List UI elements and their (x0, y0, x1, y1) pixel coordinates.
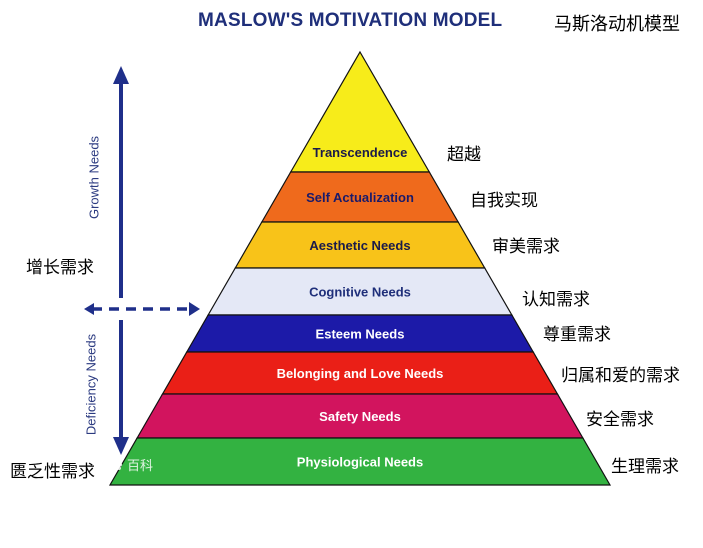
diagram-title-cn: 马斯洛动机模型 (554, 14, 680, 35)
level-label-self-actualization: Self Actualization (306, 190, 414, 205)
level-band-physiological (108, 437, 612, 486)
paw-icon: ✿ (112, 459, 123, 474)
level-label-esteem: Esteem Needs (316, 327, 405, 342)
level-label-cn-self-actualization: 自我实现 (470, 191, 538, 211)
deficiency-arrow-head-icon (113, 437, 129, 455)
level-label-cn-safety: 安全需求 (586, 410, 654, 430)
deficiency-needs-label: Deficiency Needs (83, 333, 99, 436)
level-label-cn-esteem: 尊重需求 (543, 325, 611, 345)
diagram-title: MASLOW'S MOTIVATION MODEL (198, 10, 503, 31)
growth-arrow-head-icon (113, 66, 129, 84)
growth-needs-label: Growth Needs (86, 135, 102, 220)
level-label-cn-belonging: 归属和爱的需求 (561, 366, 680, 386)
level-label-belonging: Belonging and Love Needs (277, 366, 444, 381)
level-label-cn-transcendence: 超越 (447, 145, 481, 165)
level-label-safety: Safety Needs (319, 409, 401, 424)
level-label-transcendence: Transcendence (313, 145, 408, 160)
watermark: ✿ 百科 (112, 455, 153, 474)
level-label-cn-physiological: 生理需求 (611, 457, 679, 477)
watermark-text: 百科 (127, 459, 154, 474)
level-label-cognitive: Cognitive Needs (309, 285, 411, 300)
level-label-cn-aesthetic: 审美需求 (492, 237, 560, 257)
level-label-cn-cognitive: 认知需求 (522, 290, 590, 310)
deficiency-needs-label-cn: 匮乏性需求 (10, 462, 95, 482)
divider-arrow-right-icon (189, 302, 200, 316)
divider-arrow-left-icon (84, 303, 94, 315)
level-label-aesthetic: Aesthetic Needs (309, 238, 410, 253)
growth-needs-label-cn: 增长需求 (26, 258, 94, 278)
level-label-physiological: Physiological Needs (297, 455, 423, 470)
